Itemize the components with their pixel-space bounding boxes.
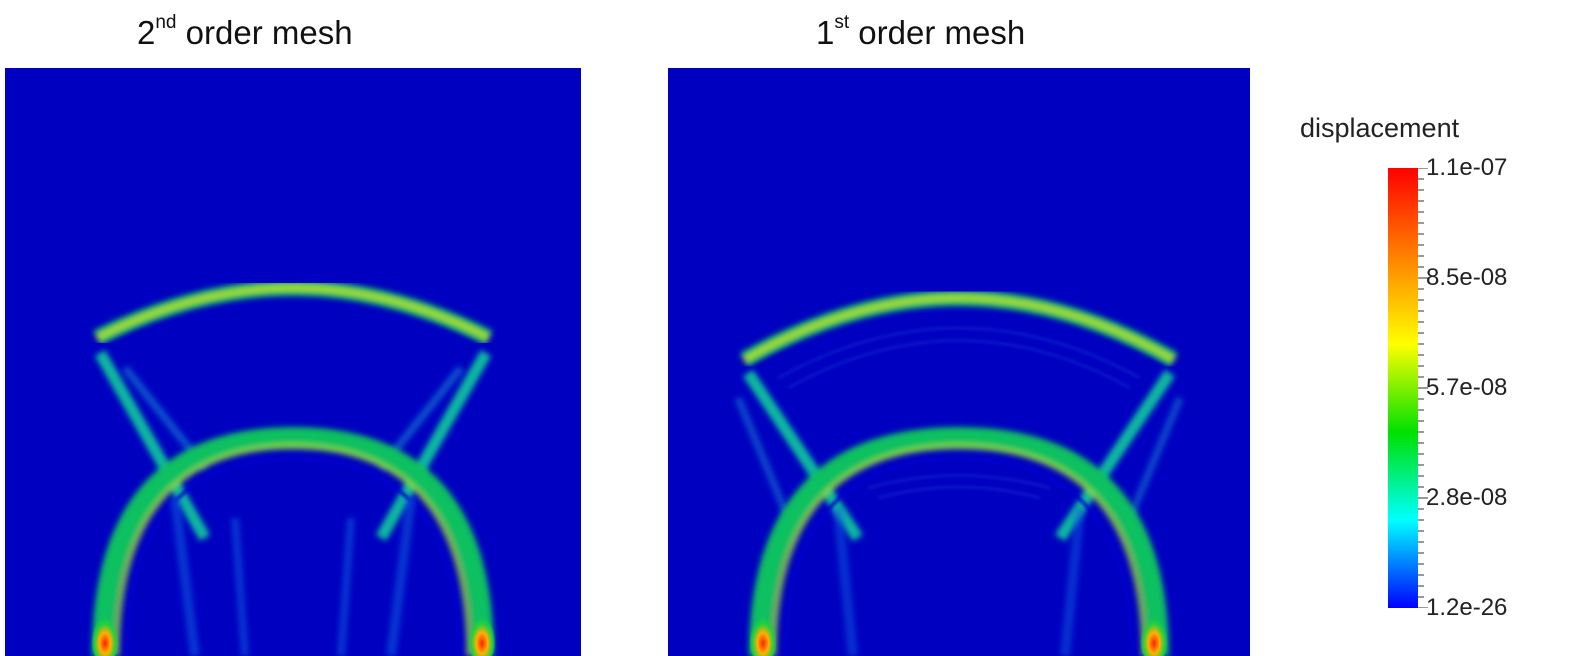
lower-wavefront — [749, 426, 1169, 656]
diagonal-rays — [94, 350, 492, 541]
hotspot-left — [91, 612, 119, 656]
upper-wavefront — [93, 280, 493, 346]
colorbar-label-3: 5.7e-08 — [1426, 374, 1508, 401]
panel-title-2nd-order: 2nd order mesh — [137, 12, 353, 51]
panel-title-1st-order: 1st order mesh — [816, 12, 1026, 51]
colorbar-label-max: 1.1e-07 — [1426, 154, 1508, 181]
plot-2nd-order-mesh — [5, 68, 581, 656]
plot-1st-order-mesh — [668, 68, 1250, 656]
upper-wavefront — [740, 290, 1178, 367]
colorbar-title: displacement — [1300, 113, 1460, 143]
colorbar-ticks — [1418, 168, 1428, 608]
field-background — [5, 68, 581, 656]
colorbar-label-4: 2.8e-08 — [1426, 484, 1508, 511]
colorbar-label-min: 1.2e-26 — [1426, 594, 1508, 621]
lower-wavefront — [92, 426, 494, 656]
colorbar-label-2: 8.5e-08 — [1426, 264, 1508, 291]
colorbar-gradient — [1388, 168, 1418, 608]
hotspot-right — [468, 612, 496, 656]
hotspot-left — [749, 612, 777, 656]
hotspot-right — [1140, 612, 1168, 656]
